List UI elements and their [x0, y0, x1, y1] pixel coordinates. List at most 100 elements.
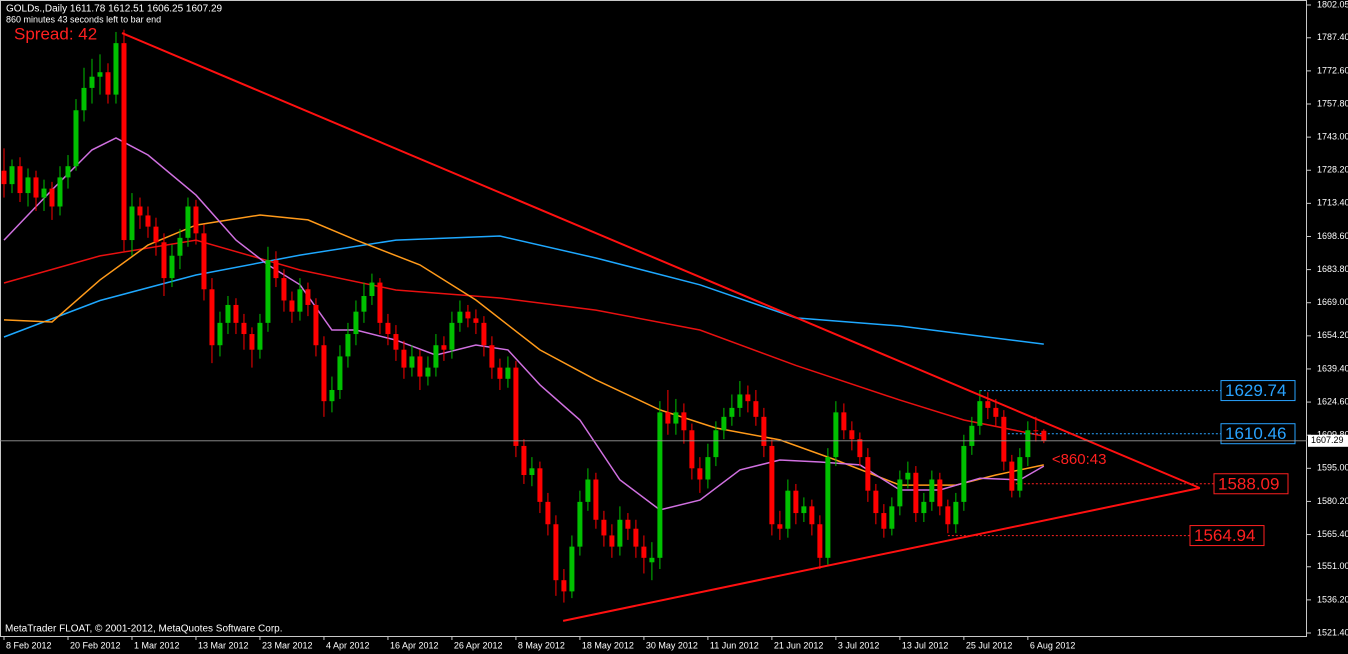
candle-body: [353, 311, 359, 335]
x-tick-label: 1 Mar 2012: [134, 640, 180, 650]
candle-body: [433, 345, 439, 368]
candle-body: [393, 334, 399, 350]
x-tick-label: 16 Apr 2012: [390, 640, 439, 650]
level-box: [1189, 525, 1265, 547]
y-tick-label: 1536.20: [1317, 594, 1348, 604]
candle-body: [409, 356, 415, 368]
candle-body: [961, 445, 967, 502]
x-tick-label: 21 Jun 2012: [774, 640, 824, 650]
candle-body: [265, 260, 271, 323]
candle-body: [481, 322, 487, 346]
candle-body: [105, 72, 111, 95]
candle-body: [649, 557, 655, 563]
trendline: [121, 32, 1201, 489]
y-tick-label: 1551.00: [1317, 561, 1348, 571]
candle-body: [97, 72, 103, 77]
candle-body: [281, 278, 287, 301]
y-tick-label: 1624.60: [1317, 396, 1348, 406]
footer: MetaTrader FLOAT, © 2001-2012, MetaQuote…: [5, 624, 283, 635]
candle-body: [489, 345, 495, 368]
countdown-label: <860:43: [1052, 451, 1107, 468]
candle-body: [937, 479, 943, 507]
candle-body: [209, 289, 215, 346]
candle-body: [769, 445, 775, 525]
y-tick-label: 1639.40: [1317, 363, 1348, 373]
y-tick-label: 1580.20: [1317, 496, 1348, 506]
candle-body: [985, 401, 991, 408]
price-label: 1607.29: [1311, 435, 1344, 445]
candle-body: [865, 457, 871, 491]
x-tick-label: 6 Aug 2012: [1030, 640, 1076, 650]
candle-body: [145, 215, 151, 227]
moving-average: [3, 137, 1045, 511]
x-tick-label: 8 May 2012: [518, 640, 565, 650]
candle-body: [129, 206, 135, 241]
candle-body: [449, 322, 455, 350]
candle-body: [777, 524, 783, 529]
price-box: [1308, 434, 1348, 447]
x-tick-label: 11 Jun 2012: [710, 640, 759, 650]
x-tick-label: 8 Feb 2012: [6, 640, 52, 650]
candle-body: [529, 468, 535, 476]
trendline: [562, 487, 1201, 622]
candle-body: [897, 479, 903, 507]
candle-body: [153, 226, 159, 243]
candle-body: [241, 322, 247, 335]
candle-body: [305, 289, 311, 305]
candle-body: [89, 76, 95, 88]
candle-body: [313, 304, 319, 346]
candle-body: [1, 170, 7, 185]
candle-body: [569, 546, 575, 592]
y-tick-label: 1743.00: [1317, 132, 1348, 142]
candle-body: [41, 188, 47, 198]
candle-body: [25, 177, 31, 194]
candle-body: [905, 472, 911, 480]
level-label: 1629.74: [1225, 381, 1286, 400]
candle-body: [361, 296, 367, 312]
candle-body: [705, 457, 711, 480]
x-tick-label: 13 Mar 2012: [198, 640, 249, 650]
candle-body: [81, 87, 87, 111]
candle-body: [721, 416, 727, 431]
candle-body: [193, 206, 199, 234]
candle-body: [73, 110, 79, 167]
candle-body: [809, 506, 815, 525]
candle-body: [521, 445, 527, 476]
candle-body: [417, 356, 423, 377]
candle-body: [697, 468, 703, 480]
candle-body: [137, 206, 143, 216]
candle-body: [537, 468, 543, 502]
candle-body: [377, 282, 383, 323]
candle-body: [753, 401, 759, 417]
candle-body: [161, 242, 167, 279]
candle-body: [1041, 430, 1047, 441]
candle-body: [817, 524, 823, 558]
candle-body: [713, 430, 719, 458]
candle-body: [601, 519, 607, 536]
candle-body: [57, 177, 63, 207]
y-tick-label: 1728.20: [1317, 165, 1348, 175]
candle-body: [217, 322, 223, 346]
y-tick-label: 1654.20: [1317, 330, 1348, 340]
chart-title: GOLDs.,Daily 1611.78 1612.51 1606.25 160…: [6, 4, 223, 15]
candle-body: [497, 367, 503, 379]
candle-body: [337, 356, 343, 390]
candle-body: [833, 412, 839, 458]
level-box: [1213, 473, 1289, 495]
candle-body: [873, 490, 879, 514]
candle-body: [953, 501, 959, 525]
candle-body: [273, 260, 279, 279]
candle-body: [617, 519, 623, 547]
candle-body: [225, 304, 231, 323]
candle-body: [1001, 416, 1007, 462]
candle-body: [761, 416, 767, 446]
candle-body: [993, 407, 999, 417]
candle-body: [1025, 430, 1031, 458]
candle-body: [841, 412, 847, 431]
candle-body: [177, 237, 183, 256]
moving-average: [3, 235, 1044, 345]
x-tick-label: 18 May 2012: [582, 640, 634, 650]
x-tick-label: 3 Jul 2012: [838, 640, 880, 650]
